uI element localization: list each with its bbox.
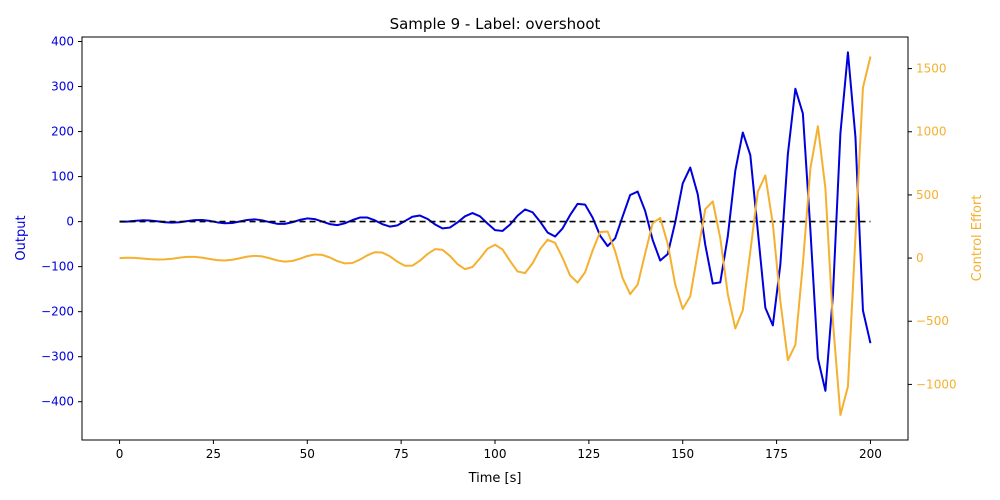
- control-effort-line: [119, 56, 872, 416]
- plot-frame: [81, 36, 909, 441]
- x-tick-label: 150: [671, 447, 694, 461]
- y-tick-label-right: 1500: [916, 62, 947, 76]
- x-axis-label: Time [s]: [468, 471, 522, 486]
- y-tick-label-right: −500: [916, 314, 949, 328]
- y-tick-label-left: 0: [66, 215, 74, 229]
- x-tick-label: 100: [484, 447, 507, 461]
- y-tick-label-right: −1000: [916, 377, 957, 391]
- chart-title: Sample 9 - Label: overshoot: [390, 15, 601, 33]
- y-axis-label-left: Output: [14, 215, 29, 260]
- x-tick-label: 175: [765, 447, 788, 461]
- y-tick-label-left: −400: [41, 395, 74, 409]
- x-tick-label: 75: [393, 447, 408, 461]
- y-tick-label-right: 500: [916, 188, 939, 202]
- axes-layer: 0 25 50 75 100 125 150 175 200−400−300−200−10001…: [41, 35, 957, 461]
- x-tick-label: 200: [859, 447, 882, 461]
- y-tick-label-right: 0: [916, 251, 924, 265]
- y-tick-label-left: 100: [51, 170, 74, 184]
- series-layer: [119, 51, 872, 416]
- x-tick-label: 125: [577, 447, 600, 461]
- x-tick-label: 50: [300, 447, 315, 461]
- y-tick-label-left: 200: [51, 125, 74, 139]
- output-line: [119, 51, 872, 392]
- y-tick-label-right: 1000: [916, 125, 947, 139]
- x-tick-label: 25: [206, 447, 221, 461]
- y-axis-label-right: Control Effort: [970, 195, 985, 282]
- x-tick-label: 0: [116, 447, 124, 461]
- y-tick-label-left: −200: [41, 305, 74, 319]
- y-tick-label-left: −100: [41, 260, 74, 274]
- y-tick-label-left: 400: [51, 35, 74, 49]
- y-tick-label-left: 300: [51, 80, 74, 94]
- y-tick-label-left: −300: [41, 350, 74, 364]
